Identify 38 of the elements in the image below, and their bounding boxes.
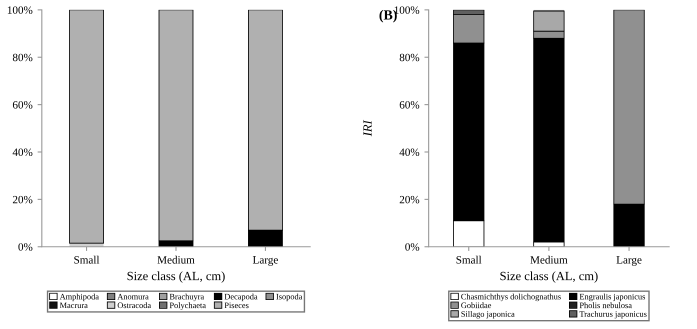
legend-label: Trachurus japonicus: [580, 310, 647, 319]
y-tick-label: 60%: [400, 101, 420, 109]
legend-label: Engraulis japonicus: [580, 294, 646, 302]
legend-label: Brachuyra: [170, 294, 204, 302]
x-tick-label: Small: [456, 256, 482, 264]
legend-label: Sillago japonica: [461, 310, 515, 319]
y-tick-label: 40%: [12, 148, 32, 156]
legend-label: Polychaeta: [170, 302, 206, 310]
y-tick-label: 20%: [12, 196, 32, 204]
x-axis-title: Size class (AL, cm): [500, 271, 598, 283]
legend-label: Isopoda: [276, 294, 302, 302]
x-tick-label: Medium: [157, 256, 195, 264]
legend-label: Anomura: [117, 294, 149, 300]
y-tick-label: 80%: [12, 54, 32, 62]
legend-label: Macrura: [60, 302, 88, 308]
legend-label: Ostracoda: [118, 302, 151, 308]
bar: [69, 10, 104, 244]
y-tick-label: 100%: [394, 6, 420, 14]
x-axis-title: Size class (AL, cm): [128, 271, 225, 283]
legend-label: Gobiidae: [461, 302, 492, 308]
y-tick-label: 100%: [8, 6, 32, 14]
legend-label: Decapoda: [224, 294, 258, 302]
x-tick-label: Medium: [530, 256, 568, 264]
y-tick-label: 0%: [18, 243, 32, 251]
x-tick-label: Small: [74, 256, 100, 264]
legend-label: Pholis nebulosa: [580, 302, 632, 308]
text: (B): [379, 10, 397, 22]
legend-label: Amphipoda: [60, 294, 99, 302]
legend-label: Piseces: [224, 302, 249, 308]
y-tick-label: 80%: [400, 54, 420, 62]
x-tick-label: Large: [616, 256, 642, 266]
y-tick-label: 20%: [400, 196, 420, 204]
y-tick-label: 0%: [405, 243, 420, 251]
y-tick-label: 40%: [399, 148, 420, 156]
y-tick-label: 60%: [12, 101, 32, 109]
x-tick-label: Large: [252, 256, 278, 266]
legend-label: Chasmichthys dolichognathus: [461, 294, 561, 302]
y-axis-title: IRI: [363, 120, 372, 136]
